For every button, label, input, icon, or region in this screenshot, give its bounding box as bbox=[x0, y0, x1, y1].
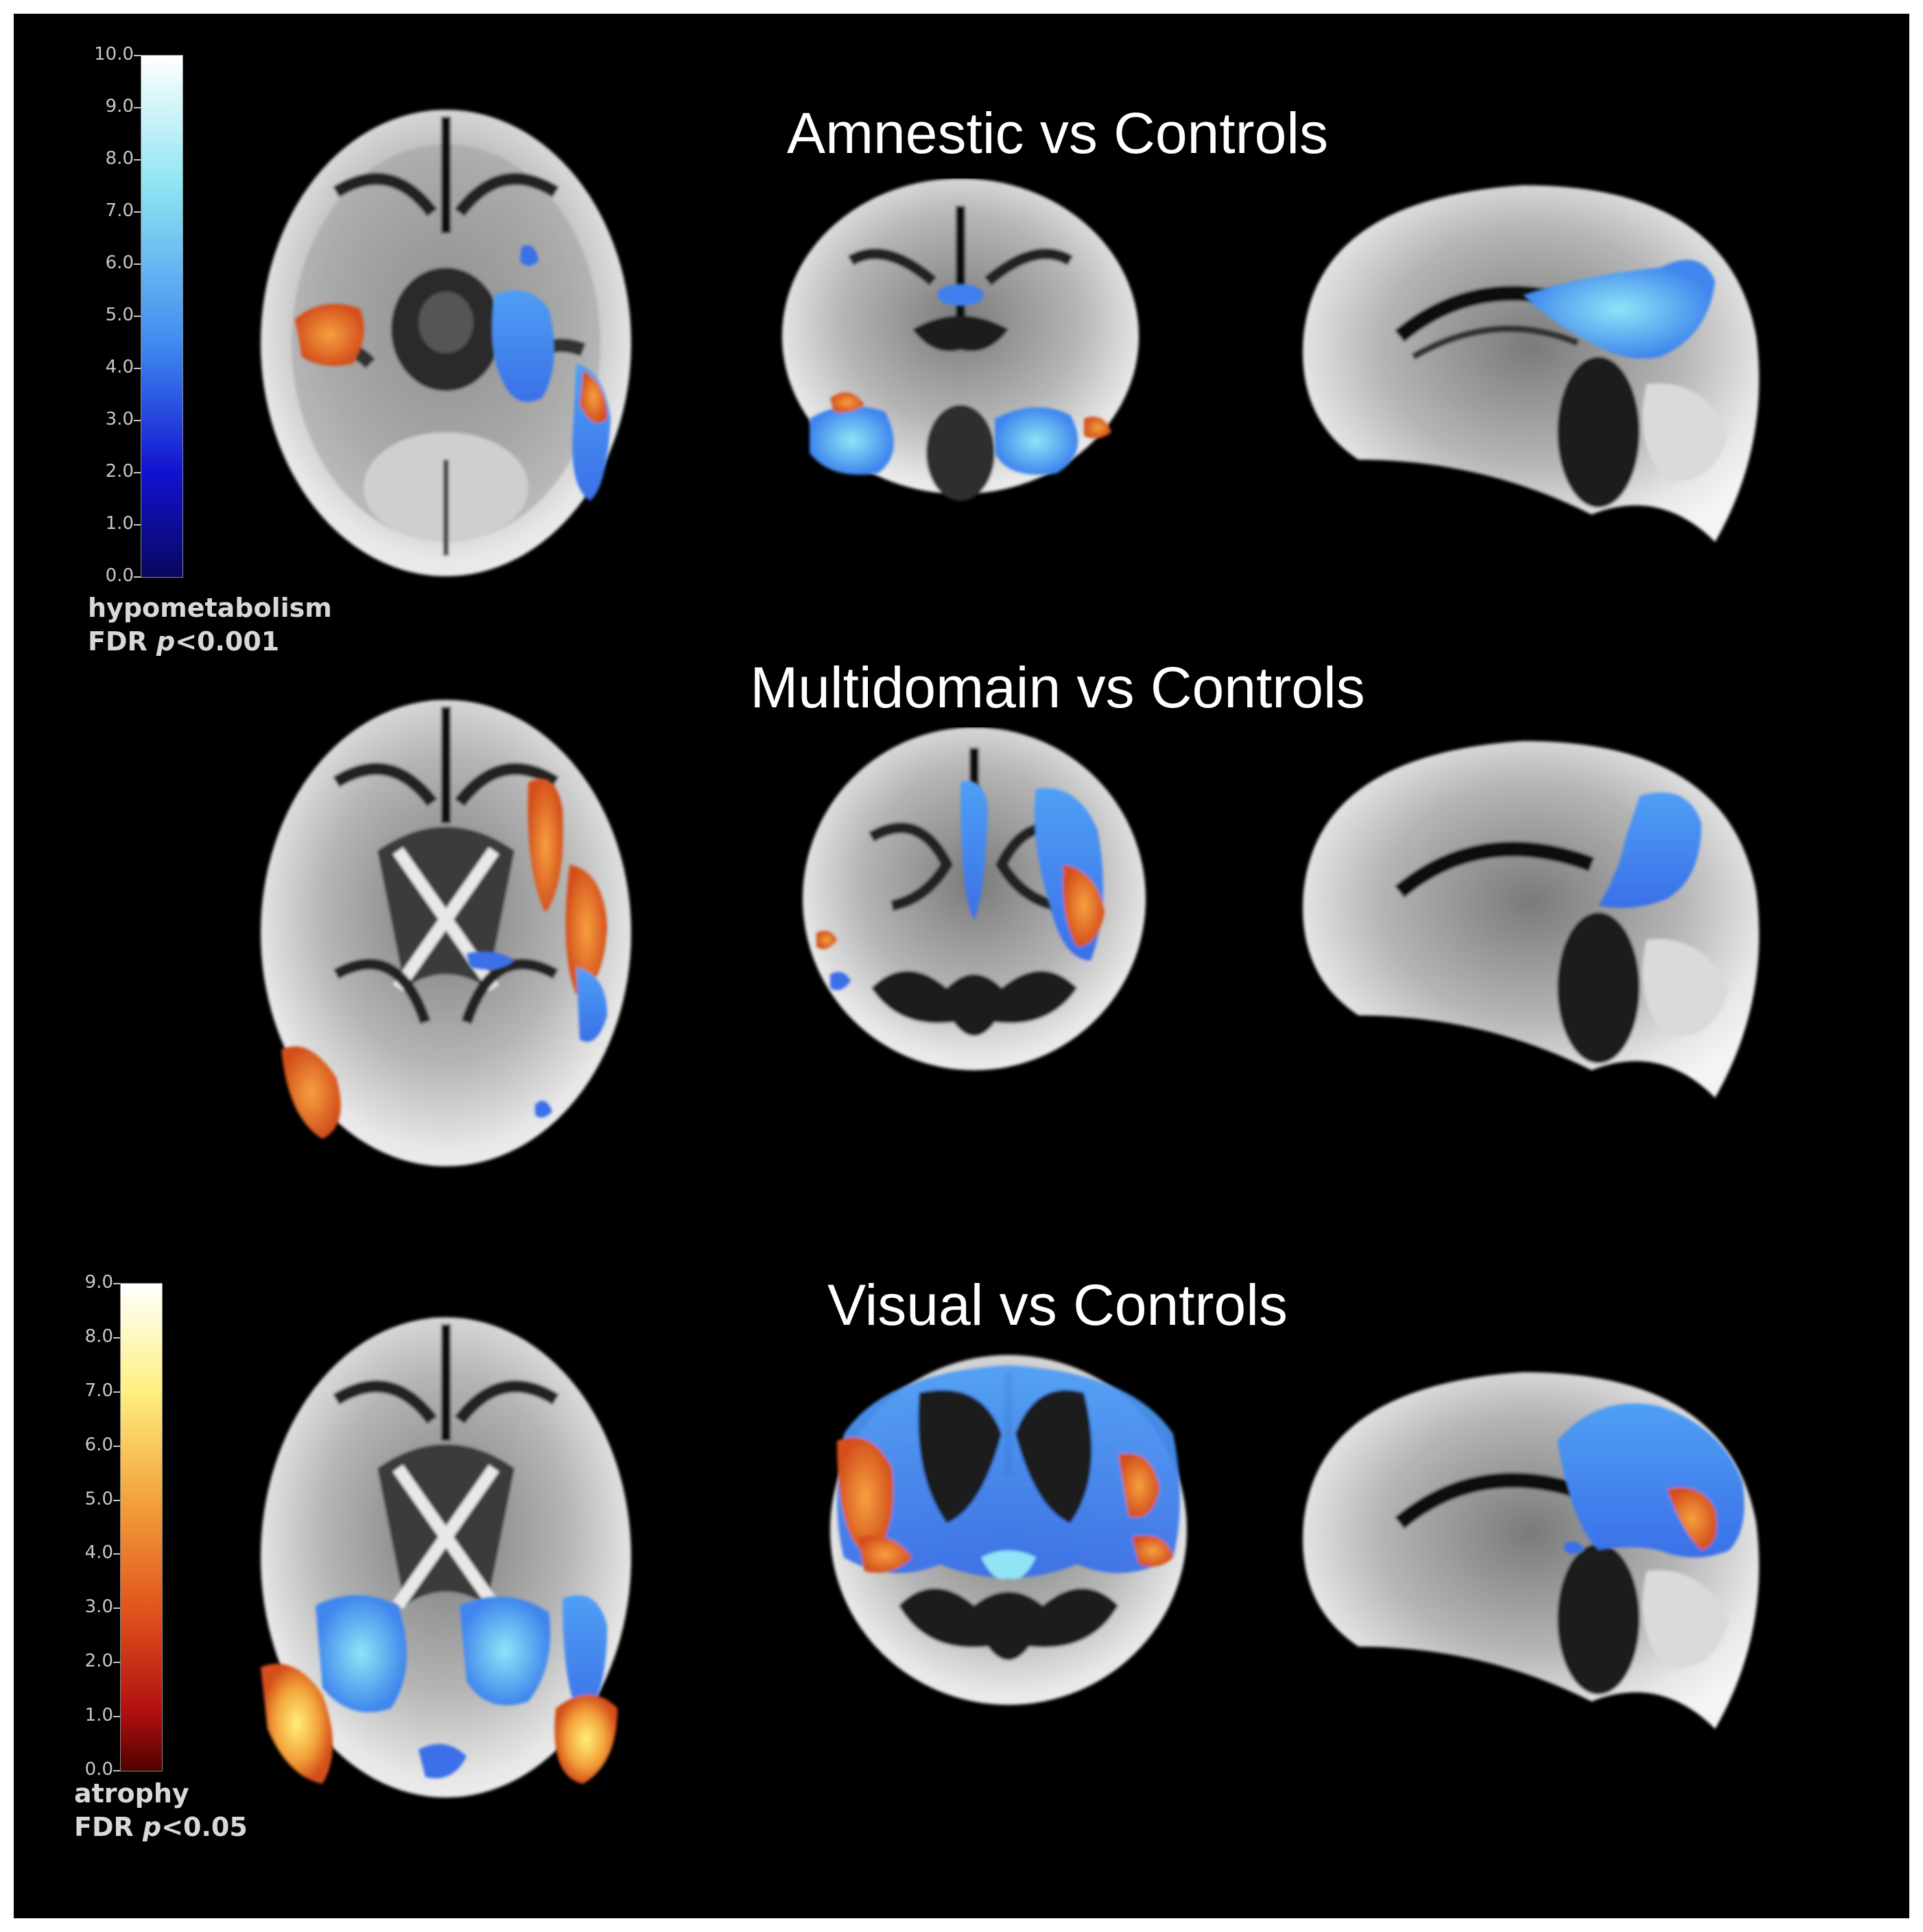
colorbar-tick-mark bbox=[113, 1499, 120, 1501]
colorbar-tick-label: 4.0 bbox=[84, 1542, 113, 1564]
axial-slice-multidomain bbox=[261, 700, 631, 1166]
colorbar-tick-label: 8.0 bbox=[84, 1326, 113, 1347]
sagittal-slice-multidomain bbox=[1303, 741, 1759, 1098]
colorbar-tick-label: 7.0 bbox=[84, 1380, 113, 1401]
colorbar-tick-mark bbox=[113, 1283, 120, 1284]
colorbar-tick-mark bbox=[113, 1391, 120, 1393]
colorbar-atrophy-label: atrophy bbox=[74, 1778, 189, 1809]
threshold-prefix: FDR bbox=[74, 1812, 143, 1843]
coronal-slice-visual bbox=[830, 1355, 1187, 1705]
colorbar-hypometabolism bbox=[141, 55, 183, 578]
colorbar-tick-mark bbox=[113, 1445, 120, 1447]
colorbar-tick-mark bbox=[134, 211, 141, 213]
colorbar-tick-label: 2.0 bbox=[105, 461, 134, 482]
colorbar-tick-mark bbox=[134, 524, 141, 526]
colorbar-tick-mark bbox=[134, 55, 141, 56]
colorbar-tick-label: 5.0 bbox=[84, 1488, 113, 1509]
threshold-value: <0.001 bbox=[175, 626, 280, 657]
colorbar-tick-label: 3.0 bbox=[105, 409, 134, 429]
colorbar-tick-label: 1.0 bbox=[105, 513, 134, 534]
colorbar-atrophy bbox=[120, 1283, 163, 1771]
colorbar-hypometabolism-threshold: FDR p<0.001 bbox=[88, 625, 332, 659]
colorbar-tick-label: 9.0 bbox=[84, 1272, 113, 1293]
colorbar-tick-mark bbox=[134, 472, 141, 473]
colorbar-tick-mark bbox=[113, 1716, 120, 1718]
sagittal-slice-amnestic bbox=[1303, 185, 1759, 542]
colorbar-tick-mark bbox=[134, 316, 141, 317]
colorbar-hypometabolism-caption: hypometabolism FDR p<0.001 bbox=[88, 591, 332, 659]
colorbar-tick-label: 3.0 bbox=[84, 1597, 113, 1618]
colorbar-tick-label: 10.0 bbox=[94, 44, 134, 64]
panel-title-amnestic: Amnestic vs Controls bbox=[787, 101, 1328, 165]
figure-panel: Amnestic vs Controls Multidomain vs Cont… bbox=[14, 14, 1909, 1918]
colorbar-tick-label: 7.0 bbox=[105, 200, 134, 221]
colorbar-tick-mark bbox=[113, 1336, 120, 1339]
colorbar-tick-mark bbox=[134, 420, 141, 421]
colorbar-tick-label: 1.0 bbox=[84, 1705, 113, 1726]
sagittal-slice-visual bbox=[1303, 1372, 1759, 1729]
coronal-slice-amnestic bbox=[782, 178, 1139, 501]
colorbar-tick-mark bbox=[134, 159, 141, 161]
threshold-p: p bbox=[156, 626, 176, 657]
panel-title-visual: Visual vs Controls bbox=[827, 1273, 1288, 1337]
colorbar-tick-label: 9.0 bbox=[105, 96, 134, 117]
colorbar-tick-label: 5.0 bbox=[105, 305, 134, 325]
colorbar-tick-label: 8.0 bbox=[105, 148, 134, 169]
colorbar-tick-label: 0.0 bbox=[105, 565, 134, 586]
colorbar-tick-mark bbox=[134, 576, 141, 578]
colorbar-tick-mark bbox=[134, 263, 141, 265]
colorbar-tick-label: 6.0 bbox=[105, 252, 134, 273]
colorbar-tick-label: 2.0 bbox=[84, 1651, 113, 1672]
colorbar-tick-mark bbox=[113, 1553, 120, 1555]
threshold-p: p bbox=[143, 1812, 162, 1843]
axial-slice-amnestic bbox=[261, 110, 631, 576]
colorbar-tick-label: 4.0 bbox=[105, 357, 134, 377]
colorbar-tick-mark bbox=[113, 1607, 120, 1610]
colorbar-tick-label: 0.0 bbox=[84, 1759, 113, 1780]
colorbar-hypometabolism-label: hypometabolism bbox=[88, 593, 332, 623]
axial-slice-visual bbox=[261, 1317, 631, 1798]
panel-title-multidomain: Multidomain vs Controls bbox=[750, 655, 1365, 720]
colorbar-atrophy-threshold: FDR p<0.05 bbox=[74, 1811, 248, 1844]
threshold-value: <0.05 bbox=[161, 1812, 248, 1843]
colorbar-tick-mark bbox=[134, 107, 141, 108]
coronal-slice-multidomain bbox=[803, 727, 1146, 1070]
colorbar-tick-label: 6.0 bbox=[84, 1434, 113, 1455]
colorbar-tick-mark bbox=[113, 1662, 120, 1664]
colorbar-tick-mark bbox=[134, 368, 141, 369]
colorbar-atrophy-caption: atrophy FDR p<0.05 bbox=[74, 1777, 248, 1845]
threshold-prefix: FDR bbox=[88, 626, 156, 657]
colorbar-tick-mark bbox=[113, 1770, 120, 1771]
